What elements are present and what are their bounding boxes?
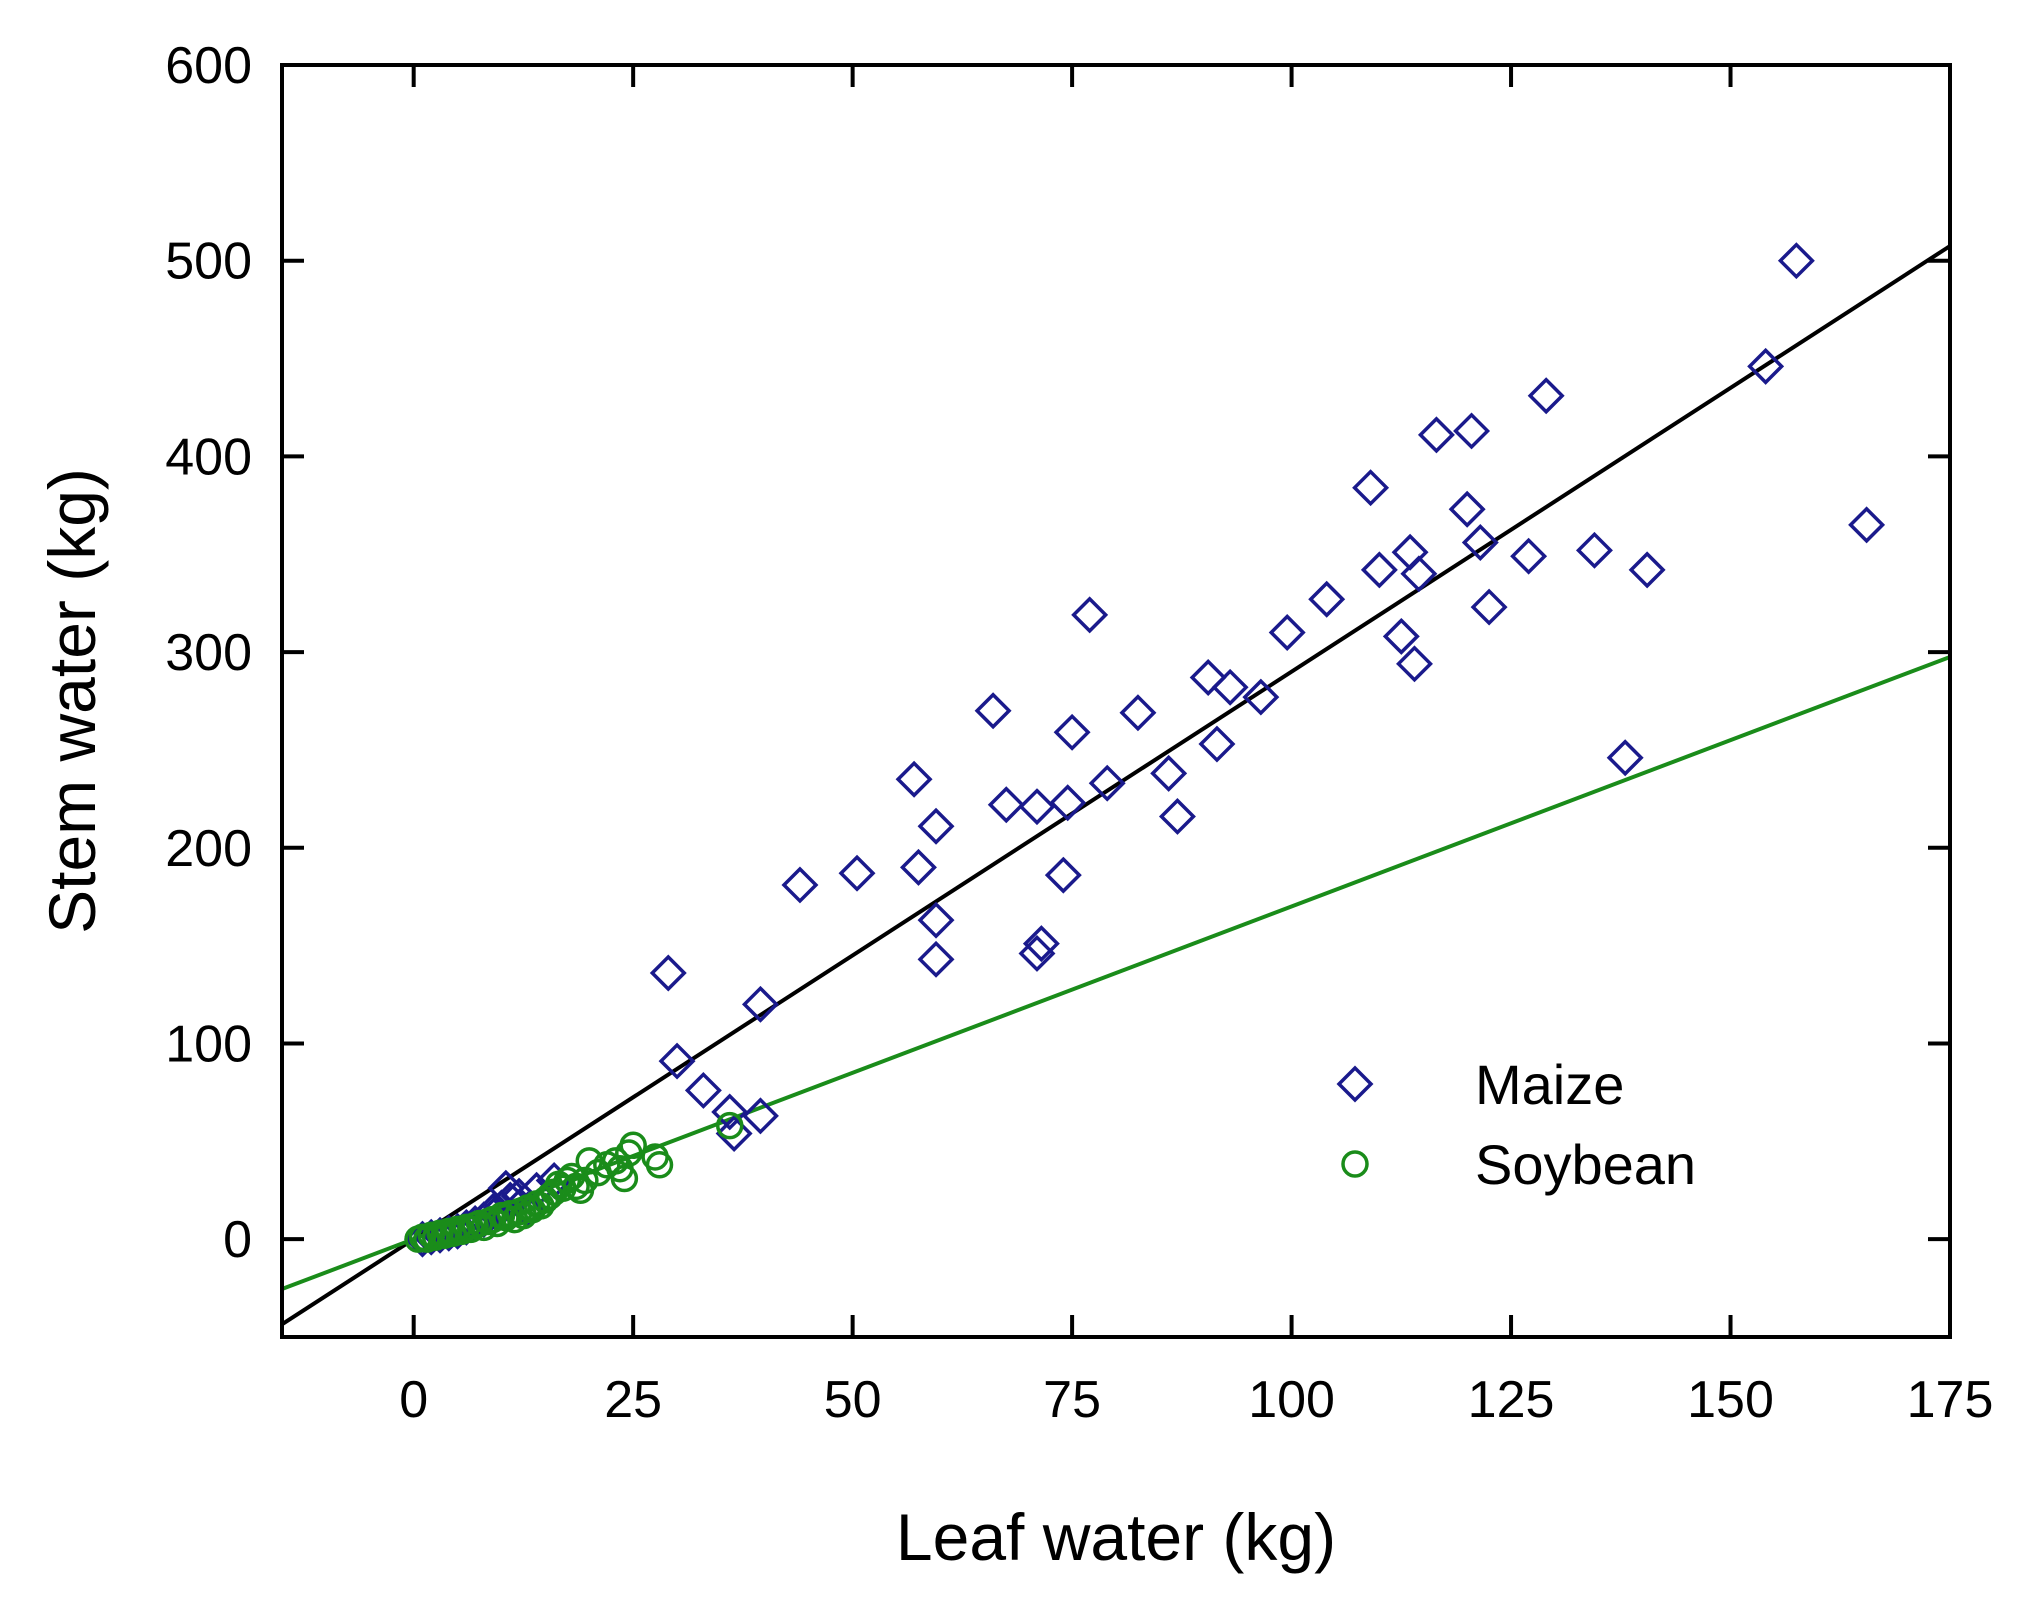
maize-point: [1053, 713, 1091, 751]
x-tick-label: 175: [1907, 1371, 1994, 1429]
maize-point: [1400, 555, 1438, 593]
maize-point: [1198, 725, 1236, 763]
plot-area: [282, 65, 1950, 1337]
maize-point: [1382, 617, 1420, 655]
maize-point: [1268, 614, 1306, 651]
maize-point: [1308, 580, 1346, 618]
maize-point: [741, 985, 779, 1023]
x-tick-label: 50: [824, 1371, 882, 1429]
maize-point: [649, 954, 687, 992]
maize-point: [1360, 551, 1398, 589]
maize-point: [1242, 678, 1280, 716]
maize-point: [1417, 416, 1455, 454]
maize-point: [1575, 531, 1613, 569]
maize-point: [1018, 788, 1056, 826]
maize-point: [1848, 506, 1886, 544]
maize-point: [895, 760, 933, 798]
soybean-point: [645, 1151, 674, 1179]
maize-point: [987, 786, 1025, 824]
maize-point: [658, 1042, 696, 1080]
maize-point: [1453, 412, 1491, 450]
soybean-point: [715, 1111, 744, 1140]
maize-point: [1049, 784, 1087, 822]
maize-point: [741, 1097, 779, 1135]
maize-point: [1628, 551, 1666, 589]
y-axis-title: Stem water (kg): [35, 468, 109, 934]
maize-point: [1189, 659, 1227, 696]
data-points: [403, 242, 1886, 1258]
x-tick-label: 150: [1687, 1371, 1774, 1429]
maize-point: [1119, 694, 1157, 732]
x-tick-label: 0: [399, 1371, 428, 1429]
soybean-point: [619, 1131, 647, 1159]
legend-marker-soybean: [1341, 1150, 1369, 1178]
maize-point: [684, 1071, 722, 1109]
maize-point: [1448, 490, 1486, 528]
maize-point: [711, 1093, 749, 1131]
x-tick-label: 125: [1468, 1371, 1555, 1429]
plot-frame: [280, 63, 1952, 1339]
maize-point: [1461, 524, 1499, 561]
fit-line-maize: [282, 244, 1950, 1326]
maize-point: [1022, 925, 1060, 963]
series-soybean: [404, 1111, 744, 1253]
maize-point: [1470, 588, 1508, 626]
y-tick-label: 500: [165, 233, 252, 291]
soybean-point: [610, 1164, 639, 1193]
maize-point: [899, 848, 937, 886]
x-tick-label: 75: [1043, 1371, 1101, 1429]
maize-point: [1352, 469, 1390, 507]
maize-point: [1044, 856, 1082, 894]
maize-point: [1088, 764, 1126, 802]
maize-point: [1150, 754, 1188, 792]
maize-point: [838, 854, 876, 892]
maize-point: [781, 866, 819, 904]
maize-point: [1510, 537, 1548, 575]
x-tick-label: 100: [1248, 1371, 1335, 1429]
x-axis-title: Leaf water (kg): [896, 1500, 1336, 1574]
maize-point: [1396, 645, 1433, 683]
maize-point: [1527, 377, 1565, 415]
y-tick-label: 200: [165, 820, 252, 878]
maize-point: [715, 1115, 753, 1152]
legend-marker-maize: [1336, 1065, 1374, 1103]
y-tick-label: 0: [223, 1211, 252, 1269]
legend-label-soybean: Soybean: [1475, 1133, 1696, 1196]
maize-point: [1777, 242, 1815, 280]
maize-point: [1018, 934, 1056, 972]
maize-point: [974, 692, 1012, 730]
legend-label-maize: Maize: [1475, 1053, 1624, 1116]
axis-ticks: 0 25 50 75 100 125 150 175 0 100 200 300 400 500 600: [165, 37, 1993, 1429]
maize-point: [1606, 739, 1644, 777]
x-tick-label: 25: [604, 1371, 662, 1429]
maize-point: [1747, 347, 1785, 385]
maize-point: [1211, 668, 1249, 706]
maize-point: [917, 901, 955, 939]
y-tick-label: 100: [165, 1015, 252, 1073]
y-tick-label: 600: [165, 37, 252, 95]
maize-point: [917, 807, 955, 845]
y-tick-label: 400: [165, 428, 252, 486]
y-tick-label: 300: [165, 624, 252, 682]
maize-point: [1158, 797, 1196, 835]
maize-point: [917, 940, 955, 978]
maize-point: [1071, 596, 1109, 634]
legend: Maize Soybean: [1336, 1053, 1696, 1196]
soybean-point: [571, 1166, 599, 1195]
